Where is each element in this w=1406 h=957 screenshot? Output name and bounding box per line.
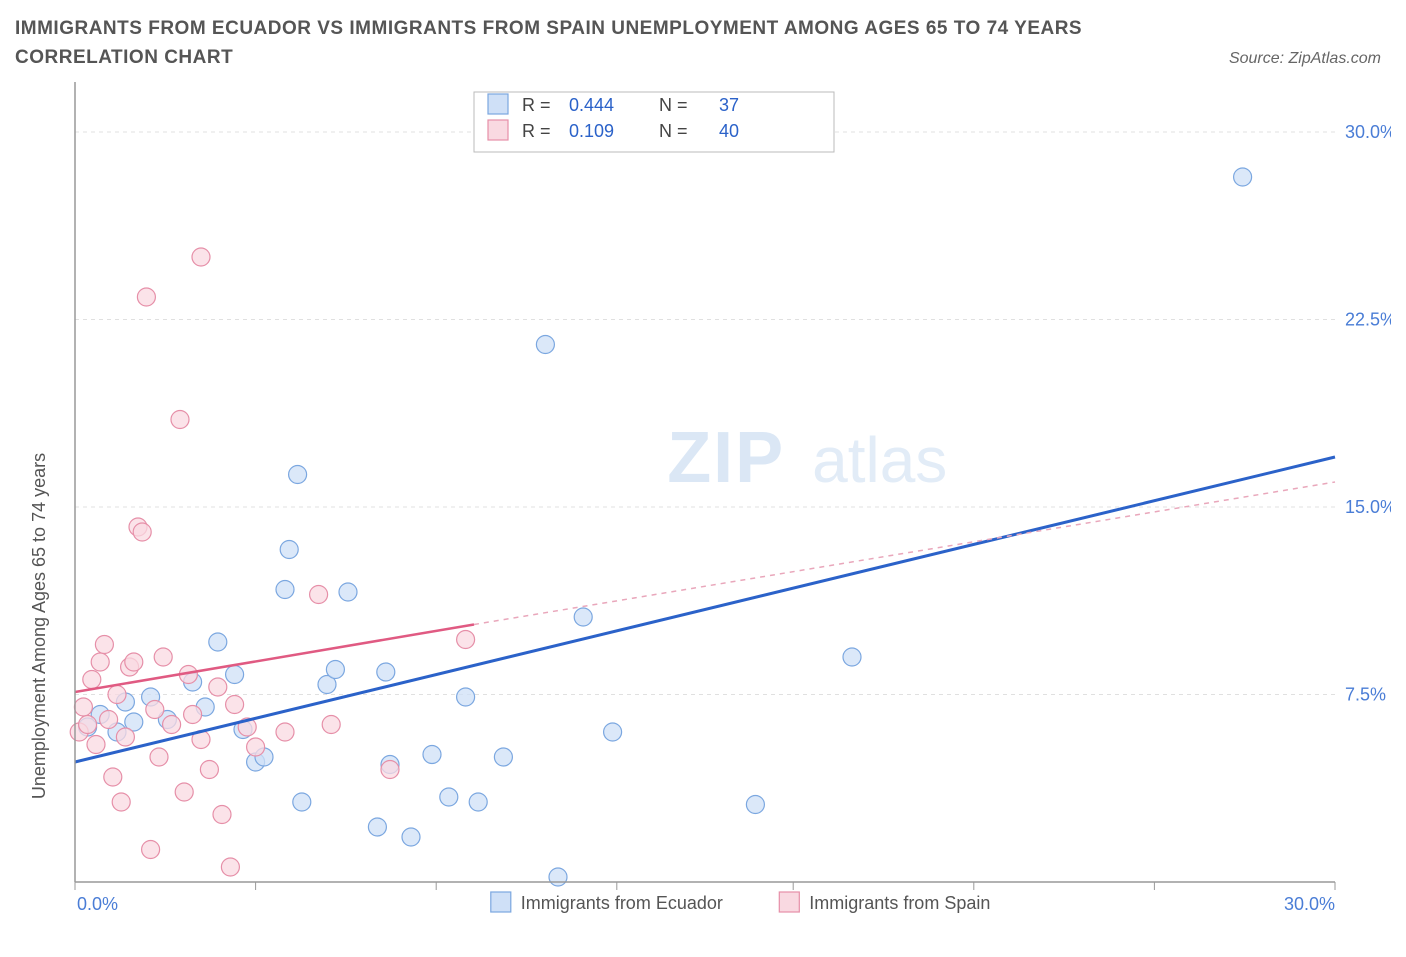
data-point: [457, 688, 475, 706]
data-point: [440, 788, 458, 806]
data-point: [133, 523, 151, 541]
legend-n-value: 37: [719, 95, 739, 115]
data-point: [137, 288, 155, 306]
y-tick-label: 30.0%: [1345, 122, 1391, 142]
data-point: [200, 761, 218, 779]
data-point: [209, 633, 227, 651]
legend-r-label: R =: [522, 121, 551, 141]
data-point: [574, 608, 592, 626]
data-point: [402, 828, 420, 846]
data-point: [247, 738, 265, 756]
data-point: [226, 696, 244, 714]
watermark: atlas: [812, 424, 947, 496]
y-tick-label: 7.5%: [1345, 685, 1386, 705]
x-tick-label: 0.0%: [77, 894, 118, 914]
legend-n-label: N =: [659, 121, 688, 141]
data-point: [95, 636, 113, 654]
data-point: [146, 701, 164, 719]
data-point: [184, 706, 202, 724]
scatter-chart: 7.5% 15.0% 22.5% 30.0% ZIP atlas 0.0% 30.0% Unem…: [15, 82, 1391, 942]
data-point: [74, 698, 92, 716]
data-point: [171, 411, 189, 429]
y-tick-label: 15.0%: [1345, 497, 1391, 517]
data-point: [83, 671, 101, 689]
y-tick-label: 22.5%: [1345, 310, 1391, 330]
data-point: [79, 716, 97, 734]
chart-title: IMMIGRANTS FROM ECUADOR VS IMMIGRANTS FR…: [15, 15, 1115, 72]
data-point: [377, 663, 395, 681]
data-point: [494, 748, 512, 766]
data-point: [150, 748, 168, 766]
data-point: [469, 793, 487, 811]
data-point: [116, 728, 134, 746]
data-point: [125, 653, 143, 671]
data-point: [276, 581, 294, 599]
data-point: [293, 793, 311, 811]
data-point: [209, 678, 227, 696]
data-point: [381, 761, 399, 779]
data-point: [221, 858, 239, 876]
data-point: [112, 793, 130, 811]
data-point: [326, 661, 344, 679]
data-point: [310, 586, 328, 604]
data-point: [87, 736, 105, 754]
legend-n-value: 40: [719, 121, 739, 141]
legend-swatch: [491, 892, 511, 912]
data-point: [104, 768, 122, 786]
data-point: [289, 466, 307, 484]
data-point: [1234, 168, 1252, 186]
data-point: [163, 716, 181, 734]
watermark: ZIP: [667, 418, 785, 498]
legend-r-value: 0.109: [569, 121, 614, 141]
legend-swatch: [488, 94, 508, 114]
legend-n-label: N =: [659, 95, 688, 115]
data-point: [843, 648, 861, 666]
data-point: [154, 648, 172, 666]
data-point: [142, 841, 160, 859]
legend-swatch: [488, 120, 508, 140]
legend-r-label: R =: [522, 95, 551, 115]
data-point: [175, 783, 193, 801]
data-point: [549, 868, 567, 886]
data-point: [192, 248, 210, 266]
data-point: [339, 583, 357, 601]
data-point: [91, 653, 109, 671]
data-point: [322, 716, 340, 734]
source-attribution: Source: ZipAtlas.com: [1229, 50, 1381, 68]
data-point: [423, 746, 441, 764]
data-point: [368, 818, 386, 836]
data-point: [276, 723, 294, 741]
data-point: [100, 711, 118, 729]
data-point: [457, 631, 475, 649]
data-point: [226, 666, 244, 684]
data-point: [280, 541, 298, 559]
data-point: [604, 723, 622, 741]
data-point: [108, 686, 126, 704]
x-tick-label: 30.0%: [1284, 894, 1335, 914]
data-point: [536, 336, 554, 354]
trend-line-extrapolated: [474, 482, 1335, 625]
legend-swatch: [779, 892, 799, 912]
data-point: [746, 796, 764, 814]
data-point: [213, 806, 231, 824]
legend-series-label: Immigrants from Spain: [809, 893, 990, 913]
y-axis-title: Unemployment Among Ages 65 to 74 years: [29, 453, 49, 799]
legend-r-value: 0.444: [569, 95, 614, 115]
trend-line: [75, 457, 1335, 762]
legend-series-label: Immigrants from Ecuador: [521, 893, 723, 913]
